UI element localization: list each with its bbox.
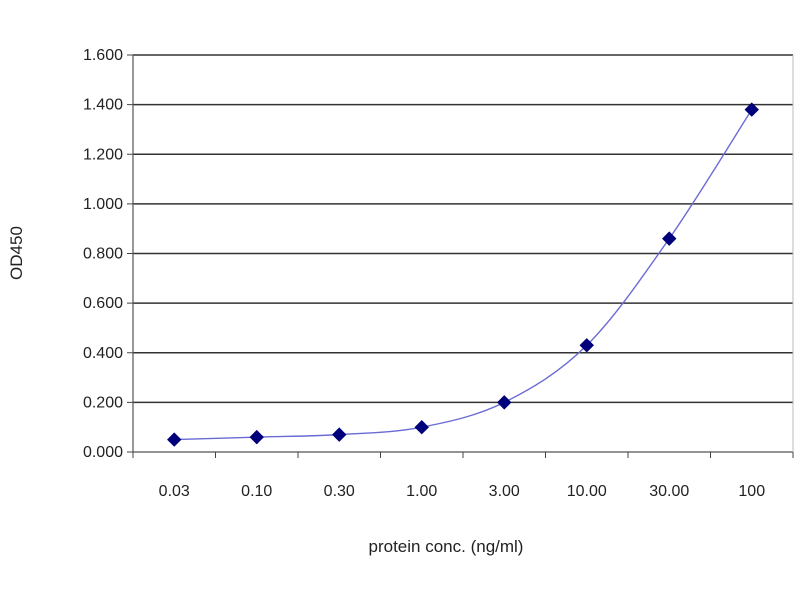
y-tick-label: 1.200 <box>83 146 123 163</box>
data-point-marker <box>167 432 182 447</box>
x-tick-labels: 0.03 0.10 0.30 1.00 3.00 10.00 30.00 100 <box>159 483 766 500</box>
gridlines <box>133 54 793 404</box>
data-points <box>167 102 759 447</box>
x-tick-label: 10.00 <box>567 483 607 500</box>
x-tick-label: 0.30 <box>324 483 355 500</box>
y-axis-title: OD450 <box>7 226 26 280</box>
axes <box>127 54 794 458</box>
x-tick-label: 30.00 <box>649 483 689 500</box>
x-tick-label: 100 <box>738 483 765 500</box>
data-point-marker <box>662 231 677 246</box>
y-tick-label: 0.000 <box>83 444 123 461</box>
y-tick-label: 0.400 <box>83 345 123 362</box>
x-tick-label: 3.00 <box>489 483 520 500</box>
y-tick-label: 0.200 <box>83 394 123 411</box>
x-tick-label: 0.03 <box>159 483 190 500</box>
data-point-marker <box>414 419 429 435</box>
y-tick-label: 1.000 <box>83 196 123 213</box>
x-tick-label: 1.00 <box>406 483 437 500</box>
y-tick-label: 1.600 <box>83 47 123 64</box>
data-point-marker <box>579 338 594 353</box>
y-tick-label: 0.800 <box>83 246 123 263</box>
data-point-marker <box>332 427 347 442</box>
x-axis-title: protein conc. (ng/ml) <box>369 537 524 556</box>
data-point-marker <box>744 102 759 117</box>
x-tick-label: 0.10 <box>241 483 272 500</box>
y-tick-label: 0.600 <box>83 295 123 312</box>
y-tick-label: 1.400 <box>83 97 123 114</box>
data-point-marker <box>249 429 264 445</box>
y-tick-labels: 0.000 0.200 0.400 0.600 0.800 1.000 1.200 1.400… <box>83 47 123 461</box>
data-point-marker <box>497 395 512 410</box>
